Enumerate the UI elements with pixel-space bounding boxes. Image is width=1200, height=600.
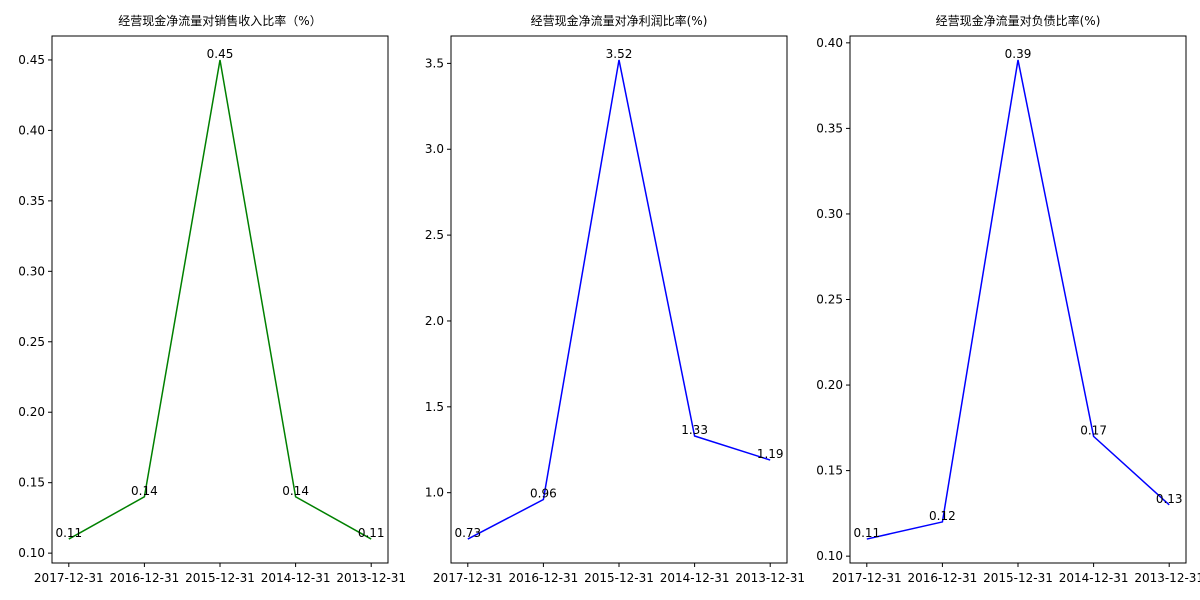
chart-title: 经营现金净流量对负债比率(%) (936, 13, 1101, 28)
data-label: 3.52 (606, 47, 633, 61)
axes-frame (450, 35, 788, 564)
data-label: 0.14 (131, 484, 158, 498)
x-tick-label: 2015-12-31 (584, 571, 654, 585)
data-label: 0.17 (1080, 423, 1107, 437)
y-tick-label: 0.40 (18, 123, 45, 137)
chart-title: 经营现金净流量对净利润比率(%) (531, 13, 708, 28)
y-tick-label: 0.20 (18, 405, 45, 419)
data-label: 0.13 (1156, 492, 1183, 506)
y-tick-label: 0.10 (18, 546, 45, 560)
y-tick-label: 0.35 (18, 194, 45, 208)
data-label: 1.33 (681, 423, 708, 437)
x-tick-label: 2013-12-31 (735, 571, 805, 585)
y-tick-label: 0.25 (18, 335, 45, 349)
y-tick-label: 0.40 (816, 36, 843, 50)
y-tick-label: 2.0 (425, 314, 444, 328)
y-tick-label: 0.15 (816, 464, 843, 478)
data-label: 0.12 (929, 509, 956, 523)
data-label: 0.11 (55, 526, 82, 540)
y-tick-label: 0.10 (816, 549, 843, 563)
data-label: 0.14 (282, 484, 309, 498)
y-tick-label: 0.35 (816, 121, 843, 135)
x-tick-label: 2013-12-31 (1134, 571, 1200, 585)
x-tick-label: 2014-12-31 (660, 571, 730, 585)
y-tick-label: 3.0 (425, 142, 444, 156)
data-label: 0.45 (207, 47, 234, 61)
x-tick-label: 2017-12-31 (433, 571, 503, 585)
y-tick-label: 0.30 (816, 207, 843, 221)
y-tick-label: 2.5 (425, 228, 444, 242)
y-tick-label: 1.0 (425, 486, 444, 500)
x-tick-label: 2016-12-31 (908, 571, 978, 585)
x-tick-label: 2016-12-31 (110, 571, 180, 585)
data-label: 0.39 (1005, 47, 1032, 61)
axes-frame (849, 35, 1187, 564)
data-label: 0.11 (853, 526, 880, 540)
y-tick-label: 0.30 (18, 264, 45, 278)
line-series (68, 59, 372, 540)
x-tick-label: 2015-12-31 (983, 571, 1053, 585)
x-tick-label: 2013-12-31 (336, 571, 406, 585)
chart-title: 经营现金净流量对销售收入比率（%） (118, 13, 321, 28)
line-series (866, 59, 1170, 540)
line-series (467, 59, 771, 540)
axes-frame (51, 35, 389, 564)
y-tick-label: 0.25 (816, 293, 843, 307)
y-tick-label: 0.20 (816, 378, 843, 392)
x-tick-label: 2014-12-31 (261, 571, 331, 585)
data-label: 1.19 (757, 447, 784, 461)
x-tick-label: 2017-12-31 (34, 571, 104, 585)
x-tick-label: 2014-12-31 (1059, 571, 1129, 585)
y-tick-label: 0.15 (18, 476, 45, 490)
x-tick-label: 2016-12-31 (509, 571, 579, 585)
data-label: 0.73 (454, 526, 481, 540)
y-tick-label: 1.5 (425, 400, 444, 414)
y-tick-label: 0.45 (18, 53, 45, 67)
x-tick-label: 2015-12-31 (185, 571, 255, 585)
y-tick-label: 3.5 (425, 56, 444, 70)
data-label: 0.11 (358, 526, 385, 540)
x-tick-label: 2017-12-31 (832, 571, 902, 585)
data-label: 0.96 (530, 487, 557, 501)
